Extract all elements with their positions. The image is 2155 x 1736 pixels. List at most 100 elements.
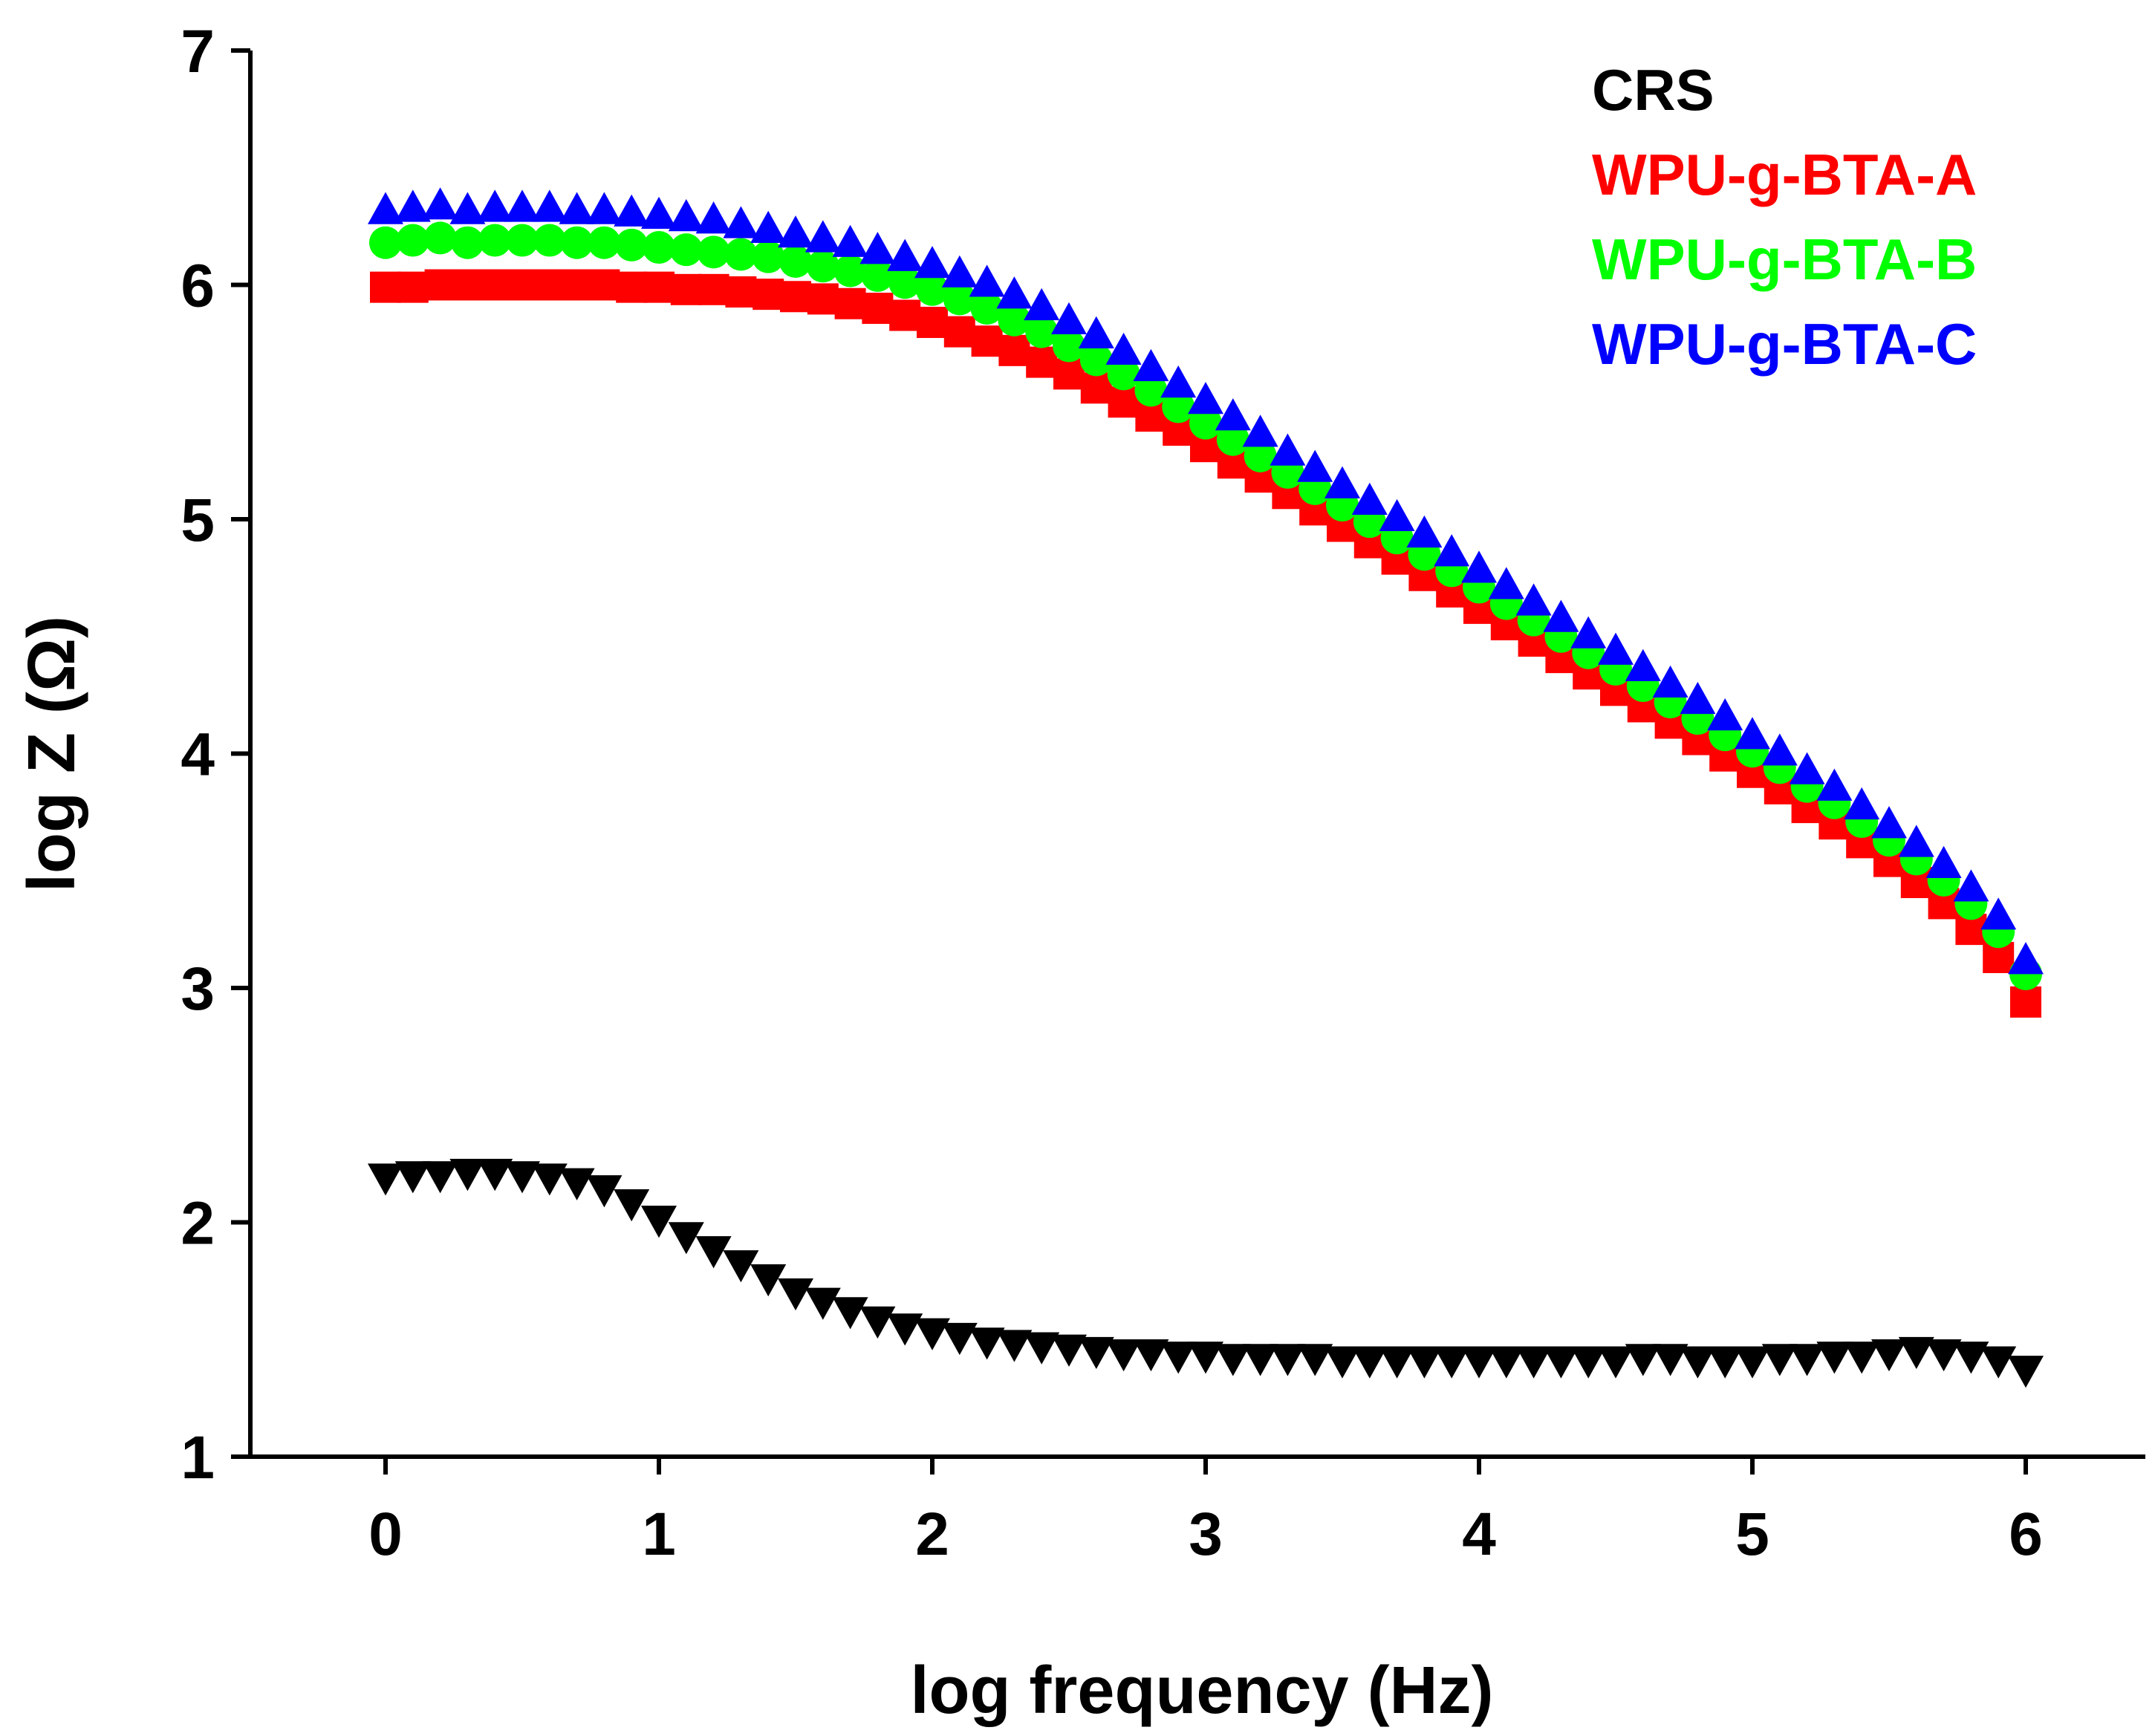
axes: 1 2 3 4 5 6 7 0 1 2 3 4 5 6 [181,18,2145,1568]
data-point [1680,681,1716,715]
data-point [1953,1342,1989,1374]
data-point [1024,1332,1060,1365]
data-point [971,325,1003,357]
data-point [451,226,484,259]
data-point [1598,1346,1634,1379]
data-point [832,224,868,257]
data-point [1244,439,1277,472]
data-point [1707,698,1743,731]
data-point [369,226,402,259]
data-point [888,266,922,299]
data-point [423,221,457,255]
data-point [1761,733,1798,766]
data-point [970,292,1004,325]
x-tick-label: 4 [1462,1501,1496,1568]
data-point [1024,287,1060,321]
x-tick-label: 3 [1189,1501,1223,1568]
data-point [2008,942,2044,975]
data-point [397,271,429,303]
y-tick-label: 7 [181,18,215,85]
x-tick-label: 1 [642,1501,676,1568]
data-point [1488,1346,1524,1379]
data-point [887,238,923,271]
data-point [1461,1346,1497,1379]
data-point [641,196,677,230]
data-point [668,199,704,232]
data-point [561,269,593,301]
data-point [832,1297,868,1330]
data-point [698,273,729,305]
data-point [779,244,812,278]
data-point [507,269,538,301]
legend: CRS WPU-g-BTA-A WPU-g-BTA-B WPU-g-BTA-C [1592,57,1977,377]
data-point [614,1189,650,1222]
data-point [643,231,675,264]
data-point [643,271,675,303]
data-point [1053,329,1085,363]
data-point [449,192,486,224]
data-point [914,1318,950,1350]
data-point [531,189,568,222]
data-point [805,220,841,253]
legend-entry-wpu-g-bta-b: WPU-g-BTA-B [1592,227,1977,292]
data-point [1051,302,1087,335]
data-point [477,1159,513,1192]
data-point [1406,1346,1443,1379]
series-wpu-g-bta-c [368,187,2044,975]
data-point [1434,534,1470,567]
data-point [725,276,757,308]
data-point [887,1313,923,1346]
data-point [1270,1344,1306,1376]
data-point [834,287,866,319]
data-point [943,316,975,348]
data-point [1324,1346,1360,1379]
data-point [1026,346,1058,378]
data-point [370,271,401,303]
data-point [1980,897,2017,930]
data-point [422,1161,458,1194]
data-point [1434,1346,1470,1379]
data-point [1379,498,1415,532]
data-point [1080,372,1112,404]
data-point [943,282,976,316]
data-point [1297,1344,1333,1376]
data-point [1379,1346,1415,1379]
data-point [996,276,1033,309]
data-point [641,1206,677,1238]
data-point [533,224,566,257]
data-point [723,206,759,238]
plot-markers [368,187,2044,1388]
data-point [368,192,403,224]
data-point [1898,825,1934,857]
data-point [1844,1342,1880,1374]
data-point [2010,986,2041,1018]
data-point [531,1163,568,1196]
data-point [723,1250,759,1283]
data-point [586,192,623,224]
data-point [1598,632,1634,665]
data-point [861,259,894,292]
data-point [452,269,484,301]
data-point [969,1327,1005,1360]
data-point [1871,806,1907,839]
data-point [1515,583,1552,616]
data-point [724,238,758,271]
data-point [1108,386,1140,418]
data-point [1570,1346,1607,1379]
data-point [780,281,811,313]
data-point [1242,415,1278,447]
x-tick-label: 6 [2009,1501,2043,1568]
data-point [1162,390,1195,423]
data-point [396,224,429,257]
data-point [917,306,948,338]
data-point [778,1278,813,1311]
data-point [560,226,594,259]
data-point [1735,717,1770,750]
legend-entry-crs: CRS [1592,57,1714,123]
data-point [478,224,512,257]
data-point [1079,343,1113,377]
data-point [1324,466,1360,498]
data-point [588,226,621,259]
y-axis-ticks: 1 2 3 4 5 6 7 [181,18,250,1492]
data-point [1816,768,1853,801]
